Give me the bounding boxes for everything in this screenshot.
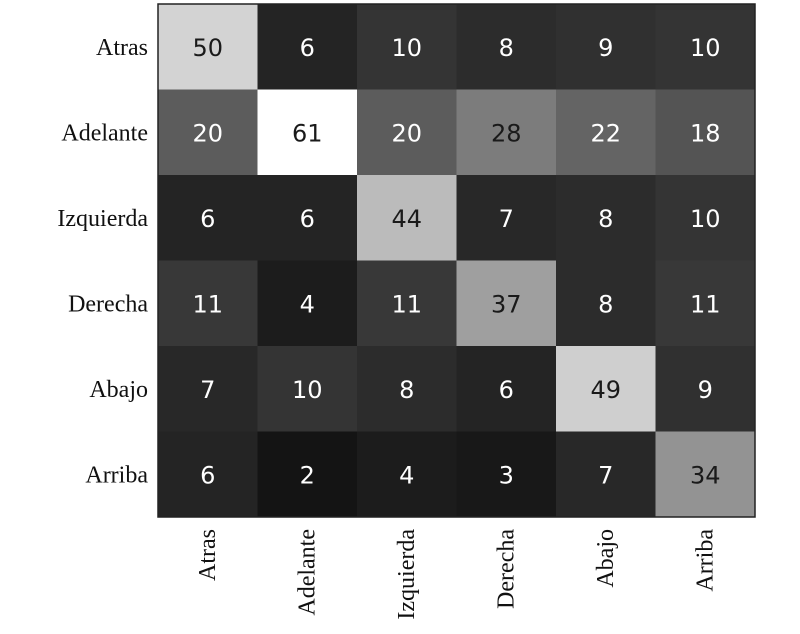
column-label: Arriba xyxy=(692,529,718,592)
cell-value: 9 xyxy=(698,376,713,404)
cell-value: 3 xyxy=(499,461,514,489)
heatmap-cells xyxy=(158,4,756,518)
heatmap-cell xyxy=(158,89,258,176)
row-label: Abajo xyxy=(89,377,148,403)
row-label: Arriba xyxy=(85,462,148,488)
heatmap-cell xyxy=(556,4,656,90)
cell-value: 7 xyxy=(499,205,514,233)
heatmap-cell xyxy=(357,175,457,261)
cell-value: 11 xyxy=(192,290,223,318)
heatmap-cell xyxy=(158,175,258,261)
cell-value: 6 xyxy=(499,376,514,404)
heatmap-cell xyxy=(655,89,756,176)
heatmap-cell xyxy=(357,346,457,432)
cell-value: 6 xyxy=(300,205,315,233)
heatmap-cell xyxy=(158,260,258,347)
cell-value: 7 xyxy=(598,461,613,489)
cell-value: 6 xyxy=(300,34,315,62)
heatmap-cell xyxy=(456,260,557,347)
cell-value: 4 xyxy=(300,290,315,318)
heatmap-cell xyxy=(655,4,756,90)
heatmap-cell xyxy=(556,260,656,347)
cell-value: 34 xyxy=(690,461,721,489)
heatmap-cell xyxy=(556,175,656,261)
heatmap-cell xyxy=(357,431,457,518)
cell-value: 10 xyxy=(292,376,323,404)
heatmap-cell xyxy=(456,431,557,518)
heatmap-cell xyxy=(357,4,457,90)
column-labels: Atras Adelante Izquierda Derecha Abajo Arriba xyxy=(195,529,719,620)
cell-value: 8 xyxy=(499,34,514,62)
cell-value: 9 xyxy=(598,34,613,62)
heatmap-cell xyxy=(158,4,258,90)
heatmap-cell xyxy=(158,431,258,518)
heatmap-cell xyxy=(655,175,756,261)
cell-value: 6 xyxy=(200,461,215,489)
column-label: Abajo xyxy=(593,529,619,588)
cell-value: 20 xyxy=(391,119,422,147)
heatmap-cell xyxy=(257,431,358,518)
heatmap-cell xyxy=(556,431,656,518)
cell-value: 20 xyxy=(192,119,223,147)
heatmap-cell xyxy=(357,89,457,176)
heatmap-cell xyxy=(655,346,756,432)
plot-frame xyxy=(157,3,756,518)
column-label: Derecha xyxy=(493,529,519,609)
heatmap-cell xyxy=(158,346,258,432)
cell-value: 44 xyxy=(391,205,422,233)
cell-value: 7 xyxy=(200,376,215,404)
cell-value: 8 xyxy=(598,205,613,233)
row-label: Izquierda xyxy=(57,206,148,232)
heatmap-cell xyxy=(257,346,358,432)
cell-value: 11 xyxy=(391,290,422,318)
cell-value: 37 xyxy=(491,290,522,318)
column-label: Izquierda xyxy=(394,529,420,620)
cell-value: 2 xyxy=(300,461,315,489)
cell-value: 6 xyxy=(200,205,215,233)
cell-value: 10 xyxy=(690,34,721,62)
heatmap-cell xyxy=(257,89,358,176)
row-labels: Atras Adelante Izquierda Derecha Abajo Arriba xyxy=(57,35,148,489)
cell-value: 8 xyxy=(598,290,613,318)
cell-value: 10 xyxy=(391,34,422,62)
heatmap-cell xyxy=(456,175,557,261)
heatmap-cell xyxy=(257,260,358,347)
cell-value: 49 xyxy=(590,376,621,404)
row-label: Derecha xyxy=(68,291,148,317)
heatmap-cell xyxy=(456,346,557,432)
heatmap-cell xyxy=(655,431,756,518)
column-label: Atras xyxy=(195,529,221,581)
heatmap-cell xyxy=(257,4,358,90)
heatmap-cell xyxy=(556,89,656,176)
cell-value: 10 xyxy=(690,205,721,233)
row-label: Atras xyxy=(96,35,148,61)
cell-value: 8 xyxy=(399,376,414,404)
row-label: Adelante xyxy=(61,120,148,146)
cell-value: 61 xyxy=(292,119,323,147)
heatmap-cell xyxy=(456,89,557,176)
cell-value: 50 xyxy=(192,34,223,62)
heatmap-cell xyxy=(655,260,756,347)
cell-value: 28 xyxy=(491,119,522,147)
column-label: Adelante xyxy=(294,529,320,616)
heatmap-cell xyxy=(456,4,557,90)
cell-value: 11 xyxy=(690,290,721,318)
cell-value: 18 xyxy=(690,119,721,147)
cell-value: 4 xyxy=(399,461,414,489)
cell-value: 22 xyxy=(590,119,621,147)
heatmap-cell xyxy=(357,260,457,347)
heatmap-cell xyxy=(257,175,358,261)
heatmap-cell xyxy=(556,346,656,432)
